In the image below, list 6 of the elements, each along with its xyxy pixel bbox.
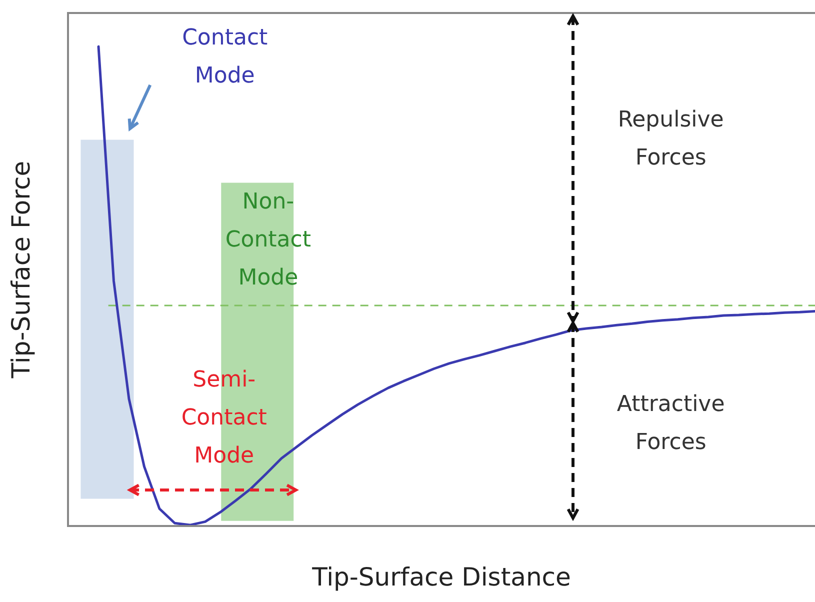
annotation: Attractive Forces [616,392,725,456]
annotation: Contact Mode [182,25,268,88]
y-axis-title: Tip-Surface Force [6,160,36,380]
annotation: Semi- Contact Mode [181,368,268,469]
x-axis-title: Tip-Surface Distance [311,562,571,592]
annotation: Repulsive Forces [618,107,724,170]
